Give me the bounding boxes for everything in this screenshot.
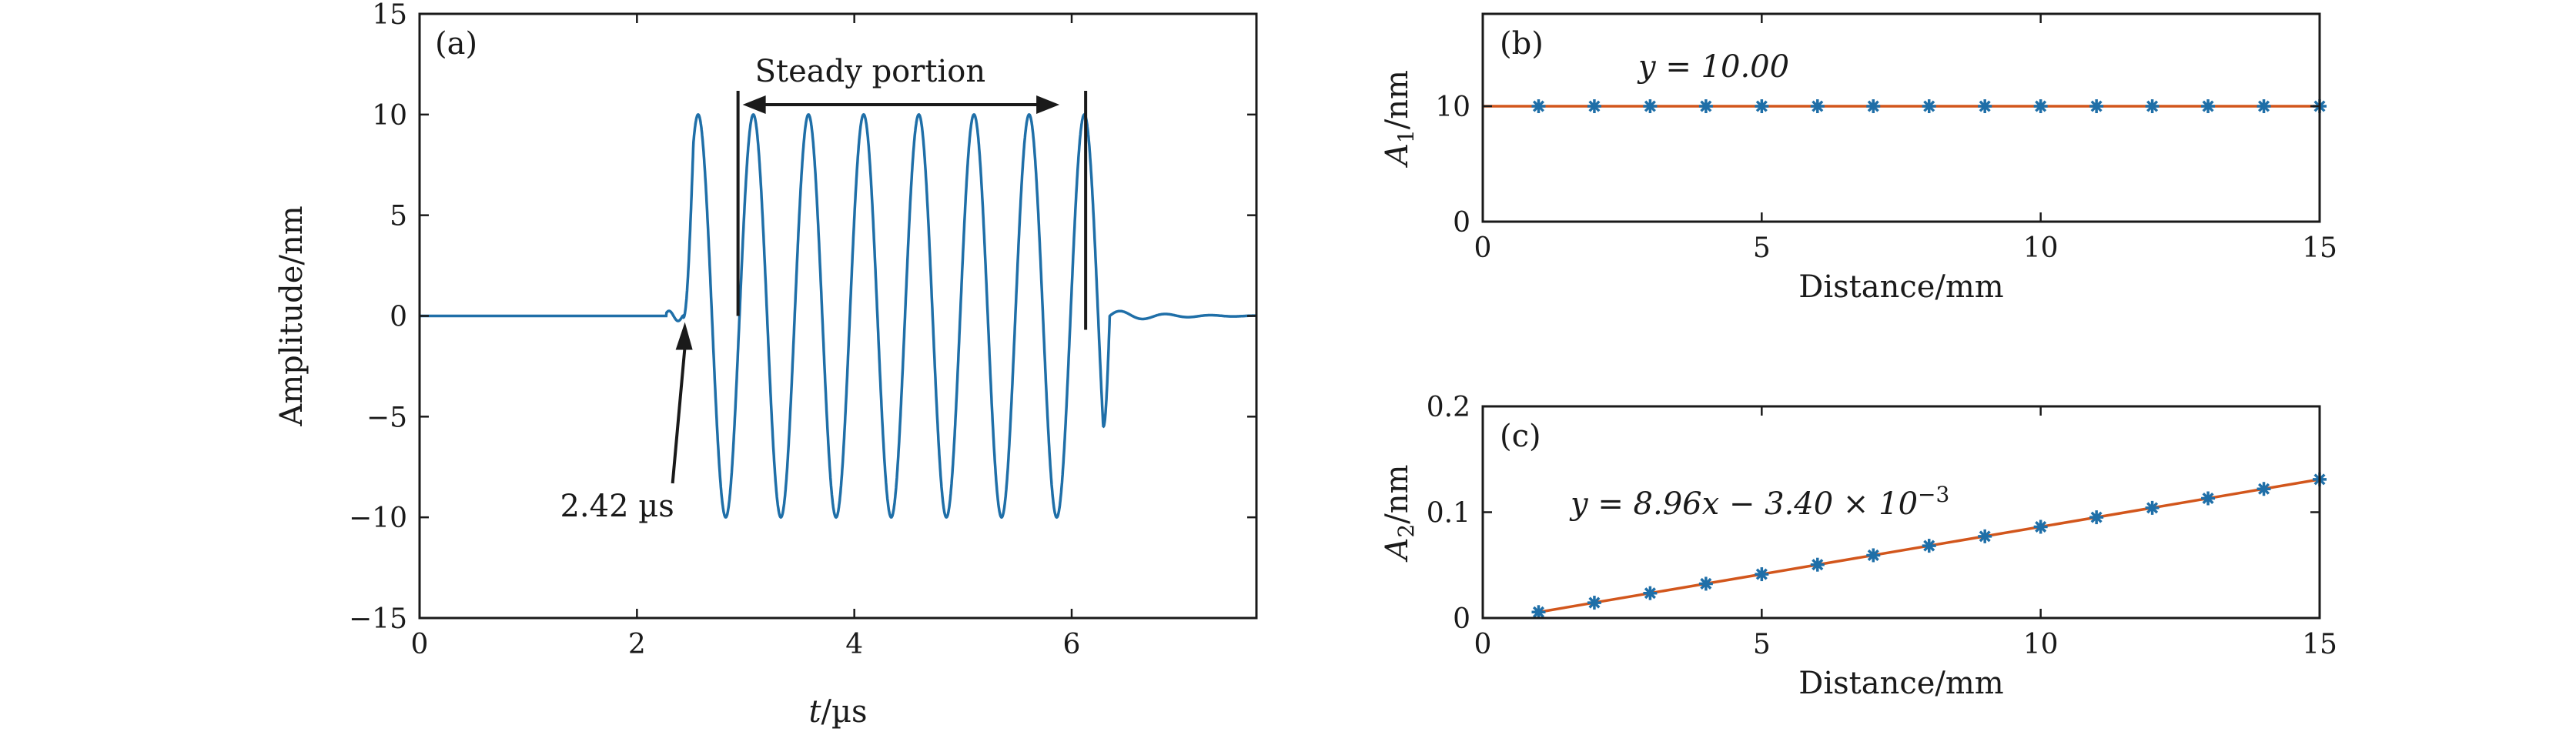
data-point (2089, 99, 2104, 113)
panel-b-y-tick-label: 0 (1453, 207, 1470, 239)
data-point (1587, 99, 1601, 113)
panel-c-y-tick-label: 0 (1453, 603, 1470, 635)
steady-arrowhead-left (742, 95, 766, 114)
data-point (2201, 99, 2216, 113)
panel-a: 0 2 4 6 −15 −10 −5 0 5 10 15 (a) t/µs Amplitude/nm… (274, 0, 1258, 730)
panel-a-y-axis-title: Amplitude/nm (274, 205, 309, 426)
panel-c-x-tick-label: 0 (1474, 629, 1492, 660)
panel-b-x-tick-label: 15 (2302, 232, 2337, 264)
panel-b-frame (1481, 12, 2321, 223)
onset-arrow (671, 346, 687, 484)
data-point (1978, 99, 1992, 113)
panel-a-x-tick-label: 4 (845, 629, 863, 660)
panel-b-x-tick-label: 0 (1474, 232, 1492, 264)
data-point (1698, 576, 1713, 591)
panel-c-fit-equation: y = 8.96x − 3.40 × 10−3 (1569, 482, 1949, 522)
data-point (2033, 520, 2048, 534)
data-point (1866, 99, 1881, 113)
data-point (1810, 99, 1825, 113)
panel-a-label: (a) (435, 26, 477, 62)
panel-b-x-axis-title: Distance/mm (1798, 269, 2003, 305)
data-point (1810, 557, 1825, 572)
panel-a-y-tick-label: 15 (372, 0, 407, 31)
data-point (2201, 491, 2216, 506)
onset-arrowhead (675, 322, 693, 350)
data-point (1587, 596, 1601, 610)
panel-a-y-tick-label: 10 (372, 100, 407, 132)
panel-b-fit-equation: y = 10.00 (1637, 49, 1789, 85)
panel-c: 0 5 10 15 0 0.1 0.2 (c) y = 8.96x − 3.40 × 10−… (1380, 392, 2337, 701)
panel-a-y-tick-label: −10 (349, 503, 407, 534)
panel-a-x-tick-label: 6 (1063, 629, 1081, 660)
data-point (1643, 99, 1658, 113)
data-point (1922, 99, 1936, 113)
waveform-line (420, 112, 1256, 520)
panel-c-x-tick-label: 5 (1753, 629, 1771, 660)
data-point (1922, 539, 1936, 553)
data-point (1866, 548, 1881, 563)
data-point (2033, 99, 2048, 113)
data-point (1643, 586, 1658, 600)
panel-a-y-tick-label: −5 (366, 402, 407, 433)
panel-a-y-tick-label: 5 (390, 201, 407, 232)
panel-a-x-tick-label: 2 (628, 629, 646, 660)
panel-c-y-axis-title: A2/nm (1380, 465, 1419, 563)
onset-time-label: 2.42 µs (560, 489, 674, 524)
panel-c-x-axis-title: Distance/mm (1798, 666, 2003, 701)
panel-c-x-tick-label: 15 (2302, 629, 2337, 660)
panel-c-x-tick-label: 10 (2023, 629, 2059, 660)
panel-b: 0 5 10 15 0 10 (b) y = 10.00 Distance/mm A1/n… (1380, 12, 2337, 305)
panel-a-y-tick-label: 0 (390, 302, 407, 333)
data-point (2257, 482, 2271, 496)
panel-c-label: (c) (1500, 419, 1541, 454)
data-point (2145, 99, 2159, 113)
panel-b-x-tick-label: 10 (2023, 232, 2059, 264)
data-point (2257, 99, 2271, 113)
panel-a-y-tick-label: −15 (349, 603, 407, 635)
panel-b-x-tick-label: 5 (1753, 232, 1771, 264)
data-point (1531, 99, 1546, 113)
panel-b-y-axis-title: A1/nm (1380, 70, 1419, 169)
data-point (1755, 567, 1769, 582)
panel-c-y-tick-label: 0.2 (1427, 392, 1470, 423)
panel-b-y-tick-label: 10 (1435, 92, 1470, 123)
data-point (2145, 500, 2159, 515)
panel-c-y-tick-label: 0.1 (1427, 498, 1470, 530)
data-point (1531, 605, 1546, 620)
panel-a-x-tick-label: 0 (411, 629, 429, 660)
panel-a-x-axis-title: t/µs (808, 694, 867, 730)
panel-b-label: (b) (1500, 26, 1544, 62)
data-point (1755, 99, 1769, 113)
steady-portion-label: Steady portion (755, 54, 985, 89)
steady-arrowhead-right (1036, 95, 1060, 114)
data-point (1978, 529, 1992, 543)
data-point (2089, 510, 2104, 525)
data-point (1698, 99, 1713, 113)
